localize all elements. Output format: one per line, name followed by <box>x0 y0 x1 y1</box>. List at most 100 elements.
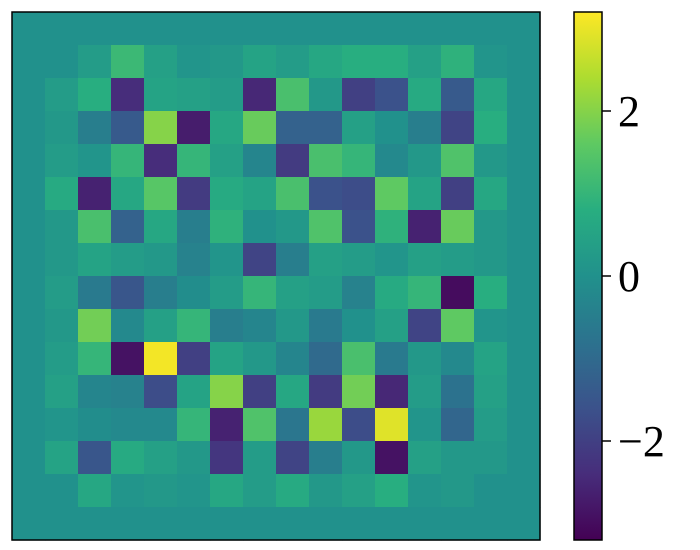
heatmap-cell <box>111 375 145 409</box>
heatmap-cell <box>375 45 409 79</box>
heatmap-cell <box>276 474 310 508</box>
heatmap-cell <box>243 243 277 277</box>
heatmap-cell <box>474 408 508 442</box>
heatmap-cell <box>144 210 178 244</box>
heatmap-cell <box>111 111 145 145</box>
heatmap-cell <box>441 507 475 541</box>
heatmap-cell <box>441 210 475 244</box>
heatmap-cell <box>12 111 46 145</box>
heatmap-cell <box>210 408 244 442</box>
heatmap-cell <box>408 309 442 343</box>
heatmap-cell <box>78 441 112 475</box>
heatmap-cell <box>375 441 409 475</box>
heatmap-cell <box>144 78 178 112</box>
heatmap-cell <box>111 276 145 310</box>
heatmap-cell <box>342 507 376 541</box>
heatmap-cell <box>243 276 277 310</box>
heatmap-cell <box>441 474 475 508</box>
heatmap-cell <box>408 441 442 475</box>
heatmap-cell <box>243 342 277 376</box>
heatmap-cell <box>474 78 508 112</box>
colorbar-tick-label: −2 <box>618 417 665 466</box>
heatmap-cell <box>78 243 112 277</box>
heatmap-cell <box>12 12 46 46</box>
heatmap-cell <box>78 276 112 310</box>
heatmap-cell <box>78 309 112 343</box>
heatmap-cell <box>375 111 409 145</box>
heatmap-cell <box>276 111 310 145</box>
heatmap-cell <box>111 408 145 442</box>
heatmap-cell <box>243 111 277 145</box>
heatmap-cell <box>408 276 442 310</box>
heatmap-cell <box>408 177 442 211</box>
heatmap-cell <box>78 375 112 409</box>
heatmap-cell <box>276 507 310 541</box>
heatmap-cell <box>144 342 178 376</box>
heatmap-cell <box>45 276 79 310</box>
heatmap-cell <box>243 474 277 508</box>
heatmap-cell <box>309 144 343 178</box>
heatmap-cell <box>12 507 46 541</box>
heatmap-cell <box>111 441 145 475</box>
heatmap-cell <box>12 441 46 475</box>
heatmap-cell <box>210 276 244 310</box>
heatmap-cell <box>243 210 277 244</box>
heatmap-cell <box>111 144 145 178</box>
heatmap-cell <box>45 375 79 409</box>
heatmap-cell <box>111 78 145 112</box>
heatmap-cell <box>12 375 46 409</box>
heatmap-cell <box>309 210 343 244</box>
heatmap-cell <box>177 144 211 178</box>
heatmap-cell <box>243 78 277 112</box>
heatmap-cell <box>111 474 145 508</box>
heatmap-cell <box>210 177 244 211</box>
heatmap-cell <box>276 243 310 277</box>
heatmap-cell <box>408 474 442 508</box>
heatmap-cell <box>342 243 376 277</box>
heatmap-cell <box>243 507 277 541</box>
heatmap-cell <box>474 309 508 343</box>
heatmap-cell <box>507 276 541 310</box>
heatmap-cell <box>507 441 541 475</box>
heatmap-cell <box>507 210 541 244</box>
heatmap-cell <box>177 111 211 145</box>
heatmap-cell <box>276 309 310 343</box>
heatmap-cell <box>408 243 442 277</box>
colorbar-tick-label: 2 <box>618 87 640 136</box>
heatmap-cell <box>342 441 376 475</box>
heatmap-cell <box>375 144 409 178</box>
colorbar-ticks: 2 0 −2 <box>602 87 665 466</box>
heatmap-cell <box>111 309 145 343</box>
heatmap-cell <box>243 375 277 409</box>
heatmap-cell <box>507 375 541 409</box>
heatmap-cell <box>12 309 46 343</box>
heatmap-cell <box>45 474 79 508</box>
heatmap-cell <box>276 144 310 178</box>
heatmap-cell <box>144 474 178 508</box>
heatmap-cell <box>507 243 541 277</box>
heatmap-cell <box>12 210 46 244</box>
heatmap-cell <box>243 408 277 442</box>
heatmap-cell <box>78 342 112 376</box>
heatmap-cell <box>111 45 145 79</box>
heatmap-cell <box>441 144 475 178</box>
heatmap-cell <box>507 45 541 79</box>
heatmap-cell <box>507 78 541 112</box>
heatmap-cell <box>45 177 79 211</box>
heatmap-cell <box>210 375 244 409</box>
heatmap-cell <box>375 375 409 409</box>
heatmap-cell <box>441 408 475 442</box>
heatmap-cell <box>441 243 475 277</box>
heatmap-cell <box>309 78 343 112</box>
heatmap-cell <box>177 45 211 79</box>
heatmap-cell <box>144 507 178 541</box>
heatmap-cell <box>78 177 112 211</box>
heatmap-cell <box>375 309 409 343</box>
heatmap-cell <box>210 342 244 376</box>
heatmap-cell <box>507 12 541 46</box>
heatmap-cell <box>111 342 145 376</box>
heatmap-cell <box>342 210 376 244</box>
heatmap-cell <box>342 45 376 79</box>
heatmap-cell <box>309 111 343 145</box>
